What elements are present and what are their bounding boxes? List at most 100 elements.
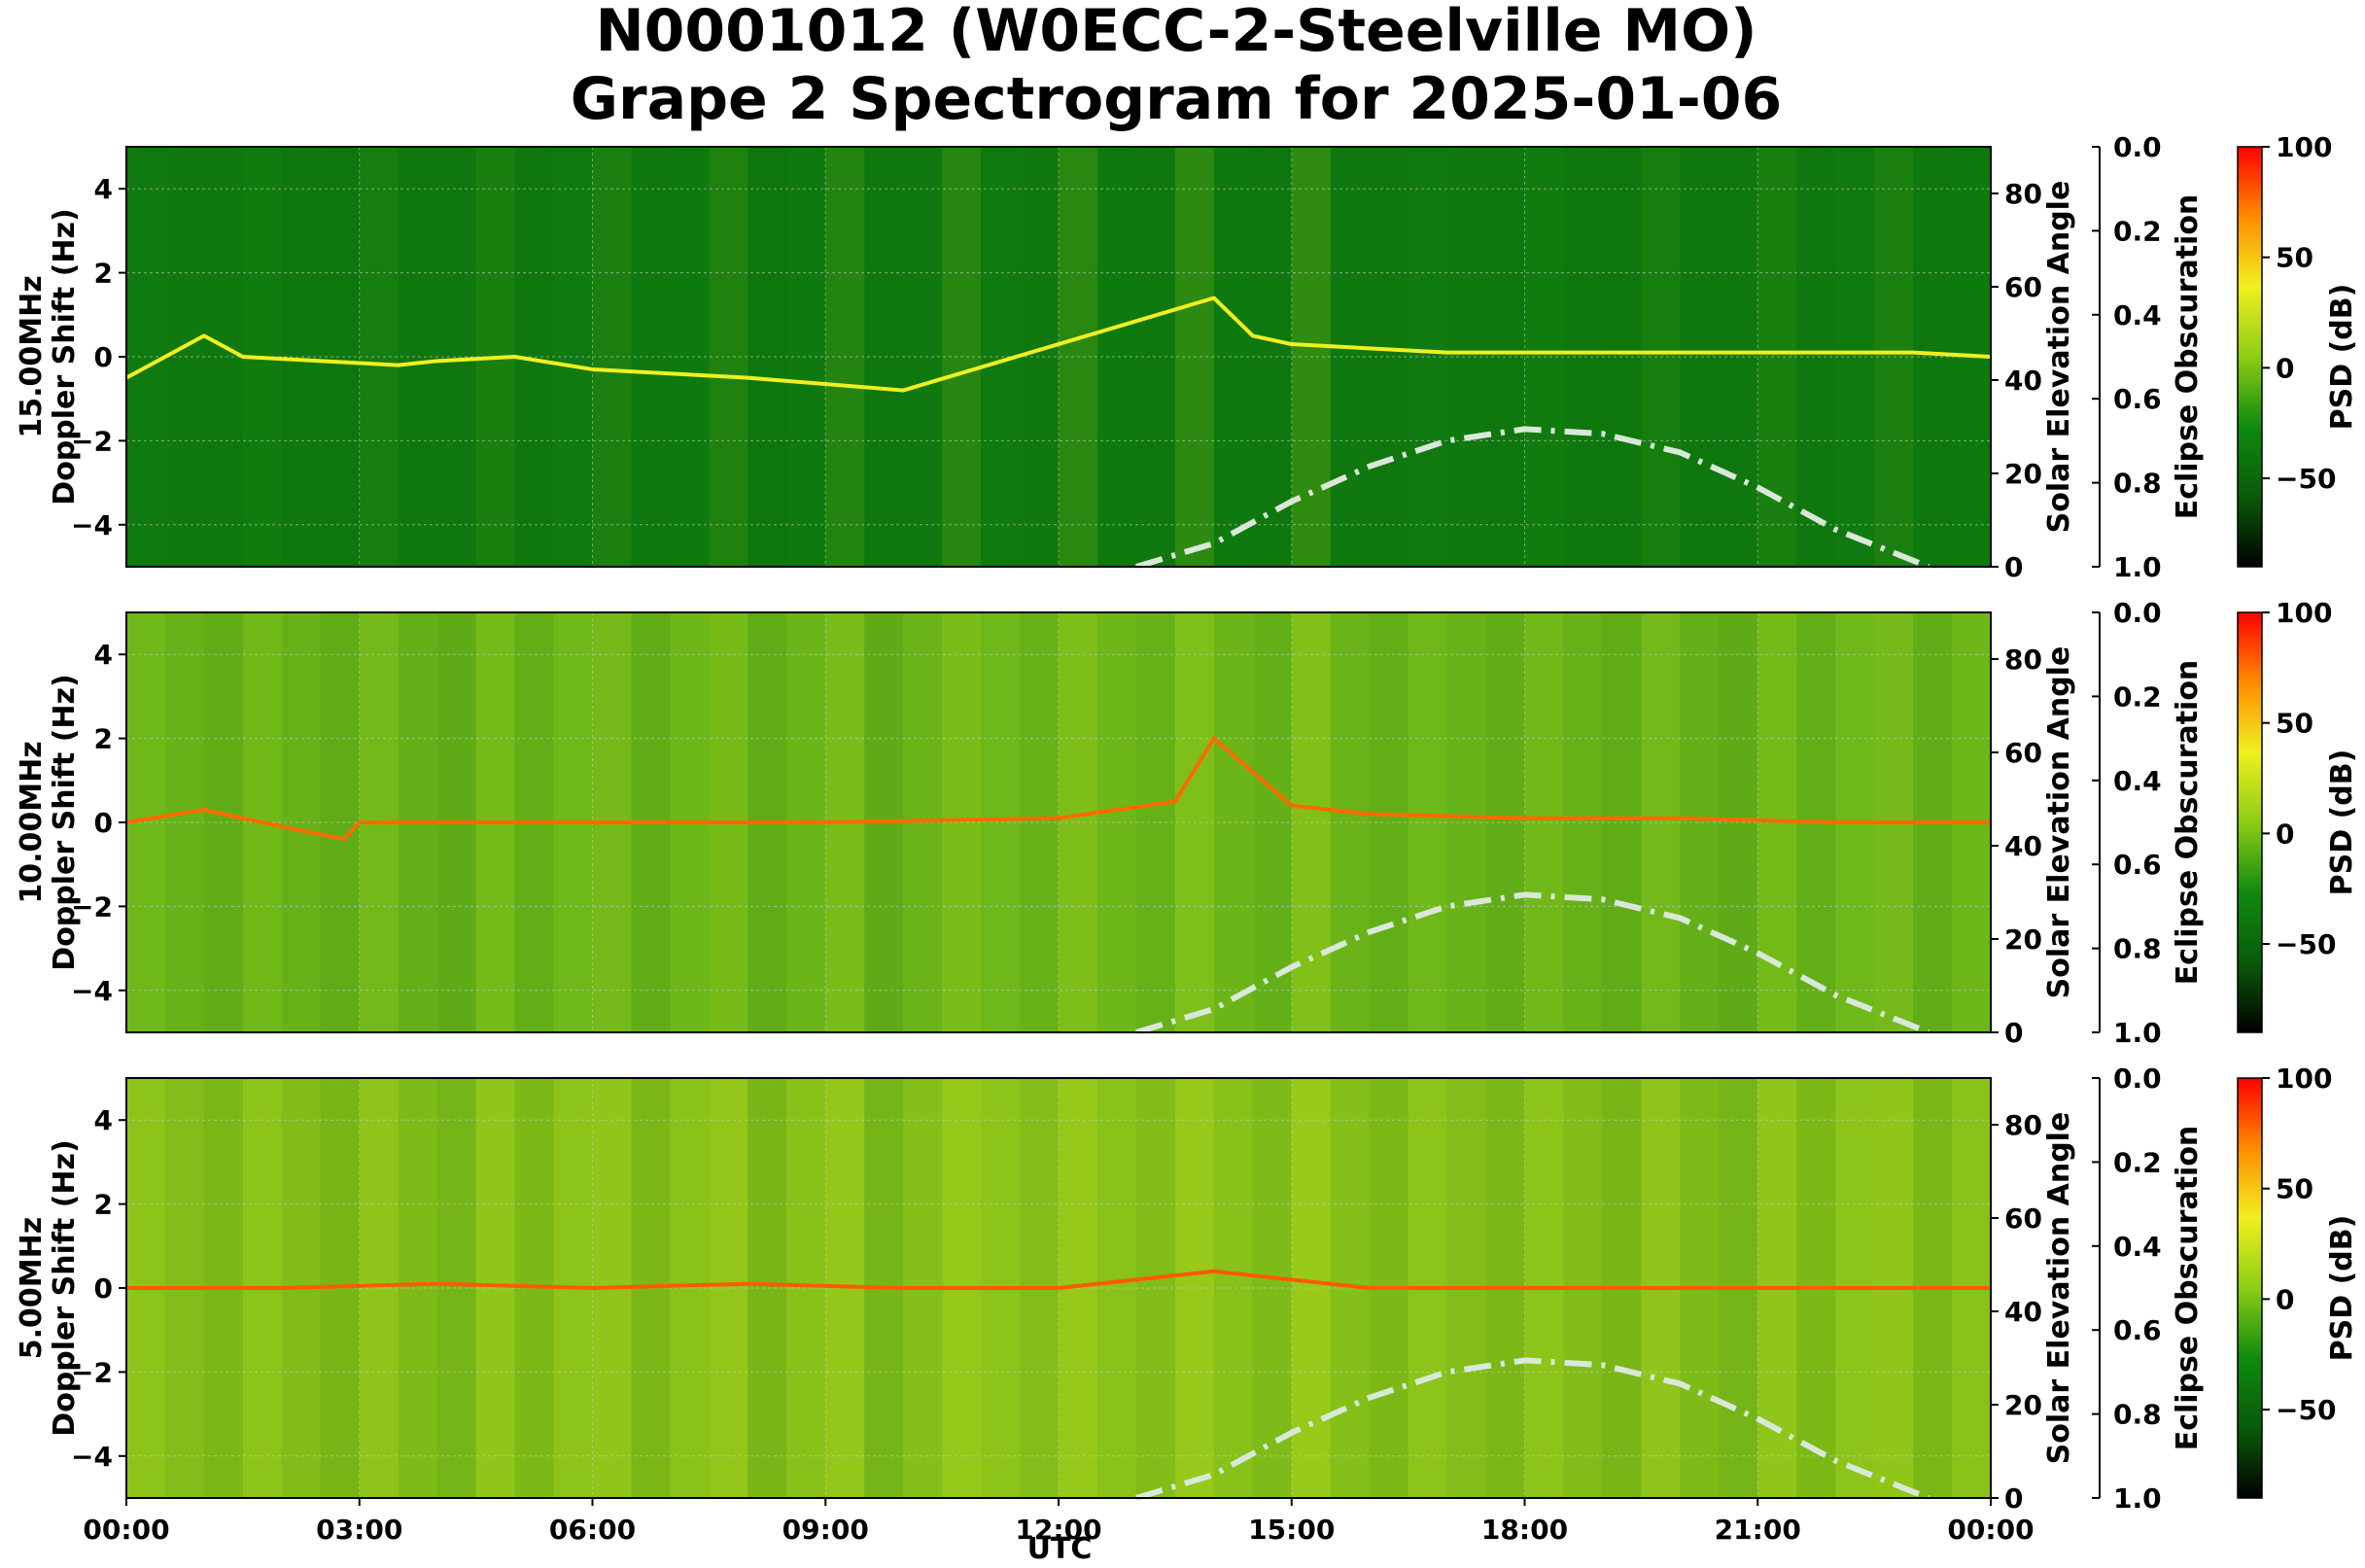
frequency-label: 10.00MHz [15, 741, 49, 903]
obscuration-tick-label: 0.0 [2113, 1063, 2162, 1095]
right-tick-label: 80 [2004, 644, 2042, 676]
obscuration-tick-label: 1.0 [2113, 1017, 2162, 1049]
obscuration-axis-label: Eclipse Obscuration [2171, 660, 2205, 986]
right-tick-label: 20 [2004, 1389, 2042, 1421]
y-tick-label: −4 [71, 1441, 113, 1473]
colorbar-tick-label: 50 [2276, 242, 2313, 274]
chart-title-line2: Grape 2 Spectrogram for 2025-01-06 [571, 65, 1782, 133]
obscuration-axis-label: Eclipse Obscuration [2171, 1126, 2205, 1451]
frequency-label: 5.00MHz [15, 1217, 49, 1359]
obscuration-tick-label: 0.8 [2113, 933, 2162, 965]
x-tick-label: 18:00 [1481, 1514, 1568, 1546]
right-tick-label: 40 [2004, 830, 2042, 862]
x-tick-label: 00:00 [1947, 1514, 2034, 1546]
right-tick-label: 60 [2004, 271, 2042, 303]
right-tick-label: 80 [2004, 178, 2042, 210]
panel-15.00MHz: 420−2−415.00MHz Doppler Shift (Hz)8060402… [15, 131, 2359, 583]
y-tick-label: 2 [94, 723, 113, 755]
obscuration-axis-label: Eclipse Obscuration [2171, 194, 2205, 520]
y-axis-label: Doppler Shift (Hz) [48, 1139, 82, 1436]
colorbar [2237, 146, 2263, 568]
obscuration-tick-label: 0.6 [2113, 383, 2162, 415]
spectrogram-texture-band [1446, 612, 1486, 1032]
solar-elevation-curve [1135, 1357, 1930, 1501]
x-tick-label: 03:00 [316, 1514, 402, 1546]
y-tick-label: 4 [94, 173, 113, 205]
colorbar-label: PSD (dB) [2325, 284, 2359, 431]
right-tick-label: 0 [2004, 1482, 2023, 1515]
obscuration-tick-label: 1.0 [2113, 551, 2162, 583]
obscuration-tick-label: 0.6 [2113, 1314, 2162, 1346]
right-tick-label: 20 [2004, 458, 2042, 490]
colorbar-tick-label: 100 [2276, 131, 2332, 163]
colorbar-tick-label: 100 [2276, 597, 2332, 629]
x-tick-label: 21:00 [1715, 1514, 1801, 1546]
y-tick-label: 2 [94, 1189, 113, 1221]
colorbar-tick-label: 50 [2276, 708, 2313, 740]
spectrogram-texture-band [1563, 612, 1603, 1032]
frequency-label: 15.00MHz [15, 275, 49, 437]
solar-elevation-axis-label: Solar Elevation Angle [2042, 1112, 2076, 1465]
obscuration-tick-label: 0.4 [2113, 765, 2162, 797]
spectrogram-texture-band [1446, 147, 1486, 567]
obscuration-tick-label: 0.4 [2113, 1231, 2162, 1263]
colorbar [2237, 1077, 2263, 1499]
solar-elevation-curve [1135, 891, 1930, 1035]
obscuration-tick-label: 0.8 [2113, 468, 2162, 500]
right-tick-label: 0 [2004, 1017, 2023, 1049]
solar-elevation-axis-label: Solar Elevation Angle [2042, 646, 2076, 999]
y-tick-label: −4 [71, 509, 113, 541]
colorbar-tick-label: 0 [2276, 352, 2294, 384]
right-tick-label: 40 [2004, 1296, 2042, 1328]
y-tick-label: 4 [94, 639, 113, 671]
right-tick-label: 0 [2004, 551, 2023, 583]
colorbar-tick-label: 50 [2276, 1173, 2313, 1205]
obscuration-tick-label: 0.4 [2113, 299, 2162, 331]
colorbar-tick-label: 100 [2276, 1063, 2332, 1095]
colorbar-tick-label: −50 [2276, 1394, 2336, 1426]
panel-10.00MHz: 420−2−410.00MHz Doppler Shift (Hz)8060402… [15, 597, 2359, 1049]
colorbar-tick-label: −50 [2276, 928, 2336, 960]
y-axis-label: Doppler Shift (Hz) [48, 674, 82, 970]
y-tick-label: 0 [94, 807, 113, 839]
colorbar-label: PSD (dB) [2325, 1215, 2359, 1362]
obscuration-tick-label: 0.8 [2113, 1399, 2162, 1431]
y-tick-label: −2 [71, 425, 113, 457]
y-tick-label: 4 [94, 1104, 113, 1136]
obscuration-tick-label: 0.0 [2113, 597, 2162, 629]
doppler-trace [125, 736, 1991, 842]
solar-elevation-curve [1135, 426, 1930, 570]
obscuration-tick-label: 0.2 [2113, 1146, 2162, 1178]
colorbar [2237, 611, 2263, 1033]
colorbar-tick-label: 0 [2276, 818, 2294, 850]
y-axis-label: Doppler Shift (Hz) [48, 208, 82, 505]
x-tick-label: 12:00 [1015, 1514, 1101, 1546]
doppler-trace [125, 296, 1992, 393]
obscuration-tick-label: 0.6 [2113, 849, 2162, 881]
right-tick-label: 40 [2004, 365, 2042, 397]
y-tick-label: 0 [94, 341, 113, 373]
colorbar-tick-label: −50 [2276, 463, 2336, 495]
x-tick-label: 09:00 [783, 1514, 869, 1546]
doppler-trace [126, 1269, 1991, 1290]
x-tick-label: 06:00 [549, 1514, 636, 1546]
spectrogram-texture-band [1563, 147, 1603, 567]
obscuration-tick-label: 1.0 [2113, 1482, 2162, 1515]
colorbar-tick-label: 0 [2276, 1283, 2294, 1315]
right-tick-label: 20 [2004, 923, 2042, 956]
y-tick-label: −2 [71, 890, 113, 923]
right-tick-label: 80 [2004, 1109, 2042, 1141]
chart-title-line1: N0001012 (W0ECC-2-Steelville MO) [595, 0, 1756, 65]
obscuration-tick-label: 0.2 [2113, 680, 2162, 713]
right-tick-label: 60 [2004, 737, 2042, 769]
y-tick-label: 0 [94, 1272, 113, 1305]
colorbar-label: PSD (dB) [2325, 749, 2359, 896]
obscuration-tick-label: 0.2 [2113, 215, 2162, 247]
y-tick-label: −4 [71, 975, 113, 1007]
y-tick-label: −2 [71, 1356, 113, 1388]
x-axis-label: UTC [1027, 1532, 1093, 1566]
solar-elevation-axis-label: Solar Elevation Angle [2042, 181, 2076, 534]
y-tick-label: 2 [94, 258, 113, 290]
x-tick-label: 15:00 [1248, 1514, 1335, 1546]
